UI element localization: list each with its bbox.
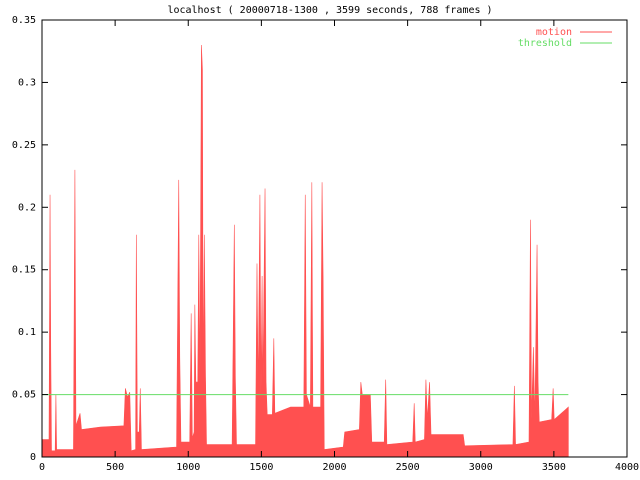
- x-tick-label: 0: [39, 462, 45, 473]
- chart-title: localhost ( 20000718-1300 , 3599 seconds…: [167, 5, 492, 16]
- legend-label: motion: [536, 27, 572, 38]
- y-tick-label: 0.3: [18, 77, 36, 88]
- y-tick-label: 0.15: [12, 265, 36, 276]
- y-tick-label: 0: [30, 452, 36, 463]
- x-tick-label: 500: [106, 462, 124, 473]
- area: [41, 44, 569, 458]
- y-tick-label: 0.25: [12, 140, 36, 151]
- x-tick-label: 4000: [615, 462, 639, 473]
- y-tick-label: 0.05: [12, 390, 36, 401]
- y-tick-label: 0.2: [18, 202, 36, 213]
- x-tick-label: 1500: [249, 462, 273, 473]
- x-tick-label: 2000: [322, 462, 346, 473]
- plot-border: [41, 19, 628, 458]
- x-tick-label: 1000: [176, 462, 200, 473]
- x-tick-label: 2500: [396, 462, 420, 473]
- legend-label: threshold: [518, 38, 572, 49]
- x-tick-label: 3000: [469, 462, 493, 473]
- x-tick-label: 3500: [542, 462, 566, 473]
- y-tick-label: 0.35: [12, 15, 36, 26]
- y-tick-label: 0.1: [18, 327, 36, 338]
